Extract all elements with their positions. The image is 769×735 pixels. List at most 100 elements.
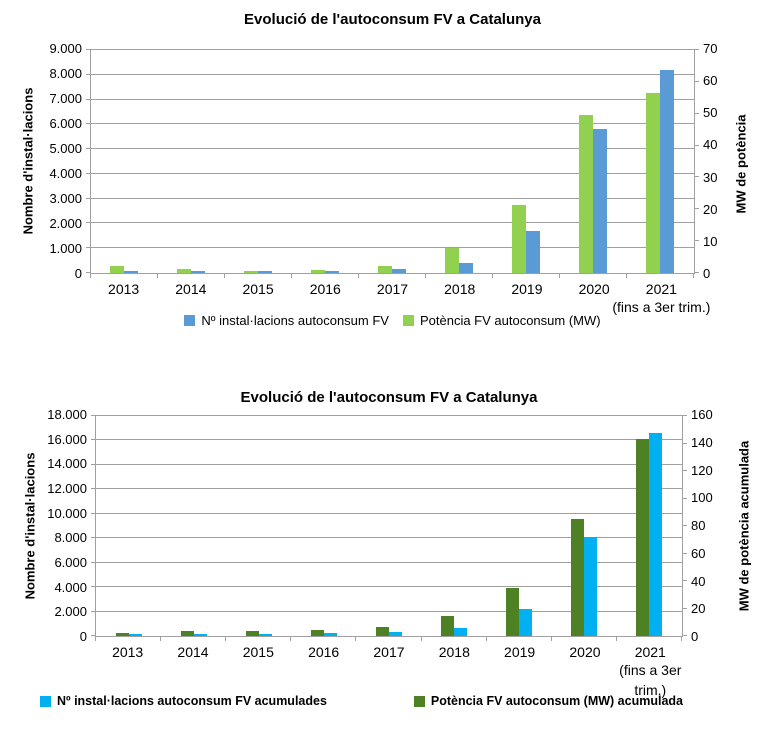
category-bars [225, 50, 292, 273]
x-axis-label: 2020 [569, 644, 601, 660]
y-tick-label: 2.000 [49, 216, 82, 231]
bar [124, 271, 139, 273]
x-axis-labels: 2013 2014 2015 2016 2017 2018 2019 2020 2021 (fin… [95, 644, 683, 698]
axis-tick [95, 637, 96, 641]
category-bars [487, 416, 552, 636]
axis-tick [91, 537, 95, 539]
y-tick-label: 30 [703, 169, 718, 185]
legend-swatch-green [402, 315, 414, 326]
axis-tick [695, 80, 699, 82]
legend-label: Nº instal·lacions autoconsum FV [201, 313, 389, 328]
x-axis-label: 2017 [376, 281, 409, 297]
legend: Nº instal·lacions autoconsum FV acumulad… [40, 694, 683, 708]
axis-tick [615, 637, 617, 641]
bar [445, 248, 460, 273]
y-tick-label: 80 [691, 518, 706, 533]
axis-tick [86, 98, 90, 100]
axis-tick [86, 148, 90, 150]
x-axis-label: 2017 [373, 644, 405, 660]
category-bars [627, 50, 694, 273]
category-bars [617, 416, 682, 636]
axis-tick [91, 463, 95, 465]
axis-tick [160, 637, 162, 641]
x-axis-label: 2021 (fins a 3er trim.) [612, 281, 711, 315]
gridline [96, 439, 682, 441]
bar [512, 204, 527, 273]
legend-label: Potència FV autoconsum (MW) [419, 313, 601, 328]
axis-tick [420, 637, 422, 641]
bar [506, 587, 520, 636]
y-tick-label: 50 [703, 105, 718, 121]
axis-tick [683, 580, 687, 581]
chart-title: Evolució de l'autoconsum FV a Catalunya [244, 11, 541, 28]
bar [311, 269, 326, 273]
bar [454, 628, 468, 636]
legend-swatch-darkgreen [413, 695, 425, 707]
x-axis-label: 2014 [175, 281, 207, 297]
y-tick-label: 4.000 [49, 166, 82, 181]
y-tick-label: 40 [703, 137, 718, 153]
bar [579, 115, 594, 273]
axis-tick [357, 274, 359, 278]
bar [310, 629, 324, 636]
category-bars [161, 416, 226, 636]
right-axis-tick-labels: 70 60 50 40 30 20 10 0 [703, 41, 748, 281]
y-tick-label: 18.000 [47, 407, 87, 422]
x-axis-label: 2014 [177, 644, 209, 660]
gridline [91, 148, 694, 150]
axis-tick [683, 635, 687, 636]
bar [441, 616, 455, 636]
bar [193, 634, 207, 636]
gridline [91, 172, 694, 174]
y-tick-label: 16.000 [47, 431, 87, 447]
gridline [91, 197, 694, 199]
bar [571, 519, 585, 636]
category-bars [291, 416, 356, 636]
axis-tick [693, 274, 694, 278]
category-bars [96, 416, 161, 636]
axis-tick [86, 197, 90, 199]
bar [519, 608, 533, 636]
axis-tick [695, 49, 699, 50]
y-tick-label: 7.000 [49, 90, 82, 106]
bar [649, 432, 663, 636]
y-tick-label: 5.000 [49, 140, 82, 156]
axis-tick [683, 607, 687, 609]
bar [180, 631, 194, 636]
category-bars [356, 416, 421, 636]
x-axis-label: 2016 [308, 644, 340, 660]
axis-tick [91, 512, 95, 514]
left-axis-tick-labels: 18.000 16.000 14.000 12.000 10.000 8.000 6.000… [28, 407, 87, 644]
x-axis-label: 2016 [309, 281, 341, 297]
gridline [96, 463, 682, 465]
axis-tick [290, 274, 292, 278]
x-axis-label: 2019 [511, 281, 543, 297]
axis-tick [550, 637, 552, 641]
category-bars [292, 50, 359, 273]
axis-tick [683, 525, 687, 526]
gridline [96, 512, 682, 514]
gridline [96, 561, 682, 563]
gridline [96, 537, 682, 539]
gridline [91, 222, 694, 224]
axis-tick [695, 144, 699, 146]
axis-tick [695, 176, 699, 178]
x-axis-label: 2019 [504, 644, 536, 660]
axis-tick [491, 274, 493, 278]
axis-tick [86, 222, 90, 224]
bar [526, 230, 541, 273]
bar [191, 271, 206, 273]
y-tick-label: 0 [79, 629, 87, 644]
axis-tick [86, 49, 90, 50]
legend-swatch-cyan [40, 695, 51, 707]
x-axis-note: trim.) [634, 682, 667, 698]
axis-tick [91, 561, 95, 563]
gridline [96, 586, 682, 588]
bar [378, 265, 393, 273]
bar [593, 129, 608, 273]
x-axis-label: 2021 (fins a 3er trim.) [619, 644, 682, 698]
category-bars [426, 50, 493, 273]
y-tick-label: 12.000 [47, 480, 87, 496]
bar [325, 271, 340, 273]
